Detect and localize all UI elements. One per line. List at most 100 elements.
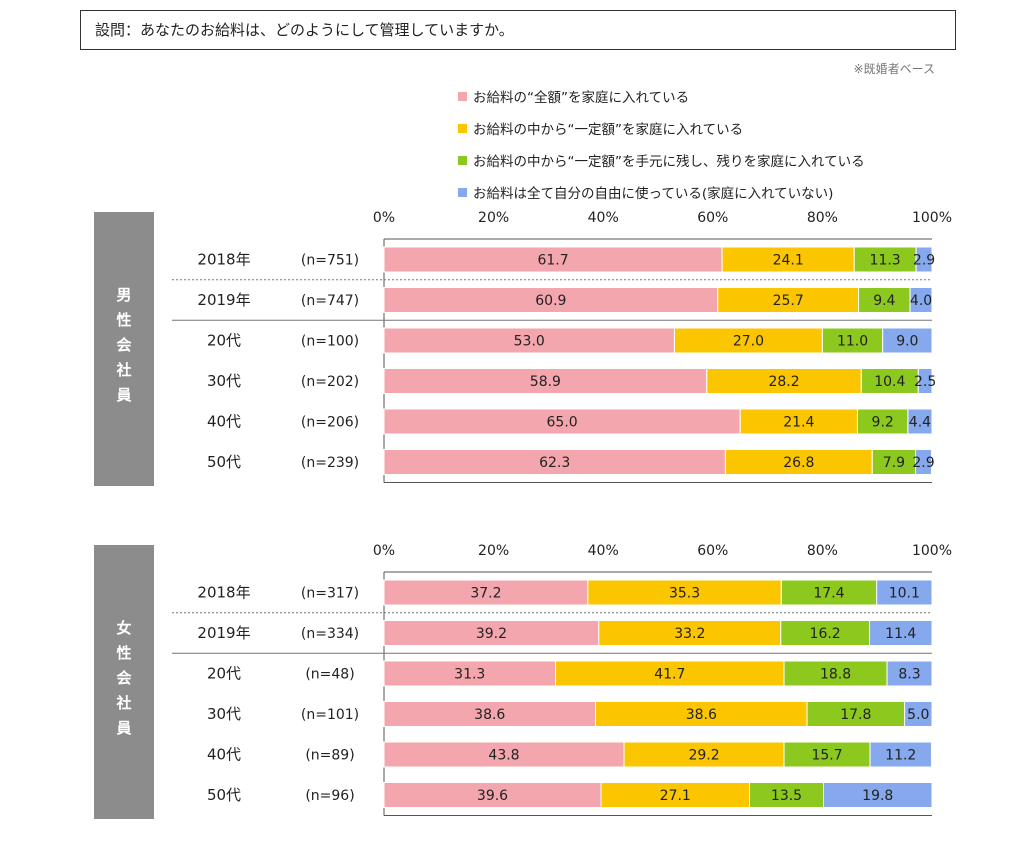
data-label-female: 37.2 <box>470 586 501 602</box>
bar-segment-female <box>383 579 589 606</box>
n-label-male: (n=206) <box>301 415 359 431</box>
data-label-male: 24.1 <box>773 253 804 269</box>
bar-segment-female <box>383 741 625 768</box>
data-label-male: 21.4 <box>783 415 814 431</box>
bar-segment-male <box>860 368 919 394</box>
bar-segment-male <box>383 287 719 313</box>
legend-label-all-own: お給料は全て自分の自由に使っている(家庭に入れていない) <box>473 186 834 202</box>
n-label-female: (n=89) <box>305 748 354 764</box>
data-label-female: 39.2 <box>476 626 507 642</box>
data-label-female: 43.8 <box>488 748 519 764</box>
category-label-female: 30代 <box>207 705 241 723</box>
bar-segment-male <box>907 408 933 435</box>
data-label-male: 2.9 <box>913 253 935 269</box>
panel-label-female: 女性会社員 <box>94 545 154 819</box>
bar-segment-male <box>739 408 858 435</box>
bar-segment-female <box>383 620 600 646</box>
bar-segment-male <box>909 287 933 313</box>
bar-segment-male <box>871 449 917 475</box>
data-label-male: 9.4 <box>873 293 895 309</box>
category-label-male: 2019年 <box>197 291 250 309</box>
data-label-female: 11.4 <box>885 626 916 642</box>
x-tick-label-male: 100% <box>912 210 952 226</box>
data-label-male: 4.4 <box>909 415 931 431</box>
data-label-female: 17.8 <box>840 707 871 723</box>
category-label-female: 2018年 <box>197 584 250 602</box>
panel-label-male: 男性会社員 <box>94 212 154 486</box>
bar-segment-female <box>383 701 597 727</box>
data-label-female: 16.2 <box>810 626 841 642</box>
data-label-female: 17.4 <box>813 586 844 602</box>
n-label-female: (n=334) <box>301 626 359 642</box>
data-label-male: 61.7 <box>537 253 568 269</box>
data-label-male: 27.0 <box>733 334 764 350</box>
x-tick-label-male: 60% <box>697 210 728 226</box>
data-label-female: 35.3 <box>669 586 700 602</box>
category-label-female: 2019年 <box>197 624 250 642</box>
data-label-male: 26.8 <box>783 455 814 471</box>
question-text: 設問：あなたのお給料は、どのようにして管理していますか。 <box>95 21 514 39</box>
data-label-female: 5.0 <box>907 707 929 723</box>
bar-segment-male <box>724 449 873 475</box>
bar-segment-female <box>876 579 933 606</box>
category-label-female: 40代 <box>207 746 241 764</box>
bar-segment-male <box>383 449 726 475</box>
category-label-male: 20代 <box>207 332 241 350</box>
data-label-female: 10.1 <box>889 586 920 602</box>
bar-segment-male <box>673 327 823 354</box>
data-label-male: 9.0 <box>896 334 918 350</box>
legend-label-full-amount: お給料の“全額”を家庭に入れている <box>473 90 690 106</box>
question-box: 設問：あなたのお給料は、どのようにして管理していますか。 <box>80 10 956 50</box>
legend-swatch-all-own <box>458 187 467 197</box>
legend-item-fixed-amount: お給料の中から“一定額”を家庭に入れている <box>458 112 865 144</box>
n-label-male: (n=100) <box>301 334 359 350</box>
panel-label-female-text: 女性会社員 <box>114 619 133 745</box>
x-tick-label-female: 0% <box>373 543 395 559</box>
bar-segment-male <box>858 287 911 313</box>
data-label-female: 27.1 <box>660 788 691 804</box>
bar-segment-female <box>749 782 824 808</box>
category-label-female: 20代 <box>207 665 241 683</box>
n-label-female: (n=317) <box>301 586 359 602</box>
legend-item-all-own: お給料は全て自分の自由に使っている(家庭に入れていない) <box>458 176 865 208</box>
legend-label-keep-fixed: お給料の中から“一定額”を手元に残し、残りを家庭に入れている <box>473 154 865 170</box>
data-label-female: 29.2 <box>688 748 719 764</box>
bar-segment-female <box>598 620 782 646</box>
data-label-male: 2.5 <box>914 374 936 390</box>
data-label-male: 7.9 <box>883 455 905 471</box>
x-tick-label-female: 20% <box>478 543 509 559</box>
x-tick-label-male: 20% <box>478 210 509 226</box>
x-tick-label-male: 80% <box>807 210 838 226</box>
category-label-male: 2018年 <box>197 251 250 269</box>
data-label-female: 41.7 <box>654 667 685 683</box>
data-label-female: 19.8 <box>862 788 893 804</box>
legend-swatch-full-amount <box>458 91 467 101</box>
x-tick-label-male: 40% <box>588 210 619 226</box>
legend-label-fixed-amount: お給料の中から“一定額”を家庭に入れている <box>473 122 744 138</box>
legend-item-full-amount: お給料の“全額”を家庭に入れている <box>458 80 865 112</box>
category-label-male: 30代 <box>207 372 241 390</box>
category-label-male: 50代 <box>207 453 241 471</box>
data-label-male: 2.9 <box>912 455 934 471</box>
data-label-male: 60.9 <box>535 293 566 309</box>
data-label-female: 18.8 <box>820 667 851 683</box>
bar-segment-female <box>780 620 871 646</box>
bar-segment-male <box>915 246 933 273</box>
n-label-female: (n=96) <box>305 788 354 804</box>
bar-segment-female <box>383 782 602 808</box>
data-label-female: 33.2 <box>674 626 705 642</box>
x-tick-label-female: 100% <box>912 543 952 559</box>
bar-segment-female <box>555 660 785 687</box>
bar-segment-male <box>915 449 932 475</box>
bar-segment-female <box>783 741 871 768</box>
data-label-male: 28.2 <box>768 374 799 390</box>
bar-segment-male <box>882 327 933 354</box>
n-label-male: (n=747) <box>301 293 359 309</box>
data-label-female: 38.6 <box>686 707 717 723</box>
data-label-female: 31.3 <box>454 667 485 683</box>
panel-label-male-text: 男性会社員 <box>114 286 133 412</box>
n-label-female: (n=48) <box>305 667 354 683</box>
data-label-male: 10.4 <box>874 374 905 390</box>
bar-segment-male <box>856 408 909 435</box>
bar-segment-female <box>869 741 932 768</box>
